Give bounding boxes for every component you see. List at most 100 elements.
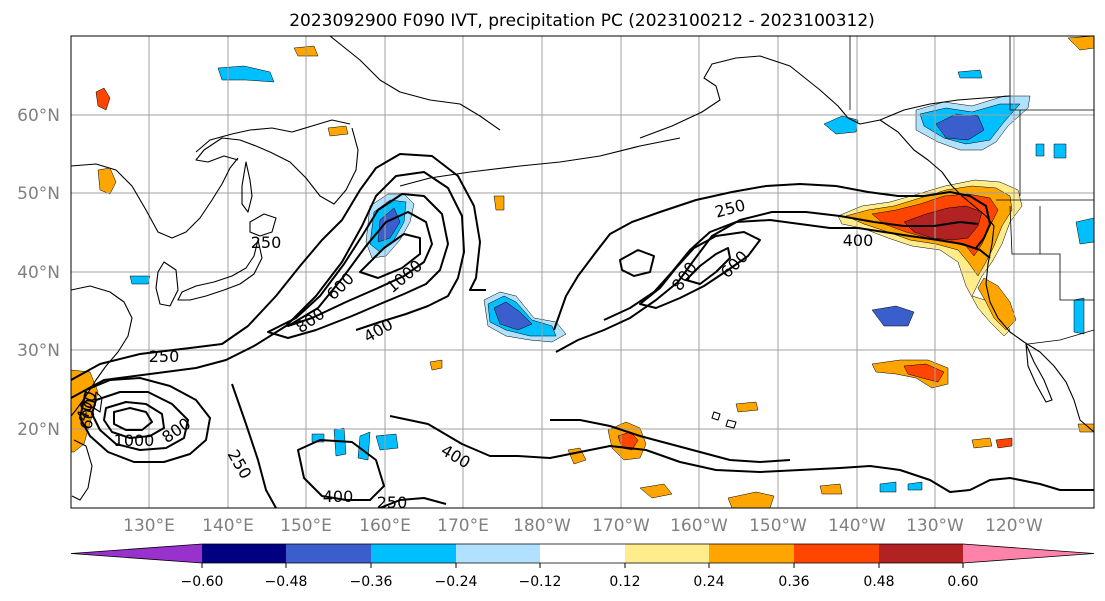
lon-label: 120°W bbox=[985, 516, 1043, 536]
pc-positive-subtropical-east-core bbox=[903, 363, 945, 383]
ivt-contour-800-west bbox=[287, 211, 433, 327]
colorbar-ticks bbox=[201, 563, 964, 568]
pc-negative-small-7 bbox=[1035, 143, 1045, 157]
lon-label: 150°E bbox=[280, 516, 332, 536]
pc-positive-pnw-max bbox=[903, 205, 983, 241]
ivt-contour-typhoon-core bbox=[113, 407, 153, 431]
colorbar-tick-label: 0.60 bbox=[947, 574, 978, 590]
colorbar-swatch bbox=[371, 544, 456, 563]
ivt-contour-typhoon-outer bbox=[79, 377, 211, 463]
colorbar-tick-label: 0.12 bbox=[609, 574, 640, 590]
coastline-russia-far-east bbox=[71, 157, 239, 239]
ivt-contour-400-east bbox=[555, 211, 979, 353]
ivt-contour-400-west bbox=[71, 171, 465, 399]
pc-positive-small-7 bbox=[995, 437, 1013, 449]
latitude-labels: 60°N 50°N 40°N 30°N 20°N bbox=[17, 106, 60, 440]
map-frame bbox=[70, 35, 1095, 509]
precipitation-pc-shading bbox=[71, 36, 1094, 508]
pc-negative-small-5 bbox=[957, 69, 983, 79]
contour-label: 400 bbox=[323, 487, 354, 506]
colorbar-tick-label: −0.48 bbox=[265, 574, 308, 590]
ivt-contour-400-south bbox=[297, 439, 385, 501]
lat-label: 40°N bbox=[17, 263, 60, 283]
pc-negative-small-4 bbox=[129, 275, 151, 285]
contour-label: 250 bbox=[377, 493, 408, 512]
coastline-honshu bbox=[177, 239, 263, 301]
ivt-contour-typhoon-mid bbox=[91, 391, 189, 451]
pc-negative-east-1 bbox=[871, 305, 915, 327]
contour-label: 1000 bbox=[114, 431, 155, 450]
lon-label: 160°W bbox=[670, 516, 728, 536]
lon-label: 180°W bbox=[513, 516, 571, 536]
border-us-mexico bbox=[1027, 329, 1094, 345]
colorbar-swatch bbox=[286, 544, 371, 563]
pc-negative-small-2 bbox=[357, 431, 371, 461]
political-borders bbox=[849, 36, 1094, 345]
border-canada-provinces bbox=[1009, 36, 1094, 196]
coastline-kamchatka bbox=[195, 127, 359, 205]
colorbar-tick-label: 0.48 bbox=[863, 574, 894, 590]
coastline-siberia-north bbox=[329, 36, 501, 131]
pc-negative-dateline-core bbox=[493, 301, 533, 331]
map-panel: 250 250 250 250 250 400 400 400 400 400 … bbox=[71, 36, 1094, 512]
pc-negative-kuroshio-core bbox=[377, 207, 401, 243]
pc-negative-small-3 bbox=[375, 433, 399, 451]
colorbar-tick-label: −0.36 bbox=[350, 574, 393, 590]
coastline-korea bbox=[155, 261, 179, 307]
ivt-contour-600-west bbox=[267, 193, 449, 339]
coastline-gulf-alaska bbox=[879, 95, 1011, 121]
contour-label: 400 bbox=[843, 231, 874, 250]
lon-label: 140°E bbox=[202, 516, 254, 536]
ivt-contour-250-subtropical bbox=[550, 419, 791, 463]
pc-negative-east-3 bbox=[1075, 217, 1094, 245]
coastline-okhotsk-north bbox=[195, 119, 351, 153]
lon-label: 140°W bbox=[828, 516, 886, 536]
colorbar-tick-label: −0.60 bbox=[181, 574, 224, 590]
colorbar-swatch bbox=[709, 544, 794, 563]
lat-label: 30°N bbox=[17, 341, 60, 361]
pc-positive-japan-sea bbox=[97, 167, 117, 195]
pc-negative-east-2 bbox=[1073, 297, 1085, 335]
ivt-contour-250-east bbox=[553, 183, 991, 331]
colorbar-tick-label: 0.36 bbox=[778, 574, 809, 590]
contour-label: 250 bbox=[149, 347, 180, 366]
colorbar-tick-labels: −0.60 −0.48 −0.36 −0.24 −0.12 0.12 0.24 … bbox=[181, 574, 979, 590]
pc-positive-small-11 bbox=[429, 359, 443, 371]
ivt-contour-250-west bbox=[71, 153, 486, 381]
colorbar-swatch bbox=[794, 544, 879, 563]
lat-label: 50°N bbox=[17, 184, 60, 204]
colorbar-swatch bbox=[71, 544, 202, 563]
pc-negative-bering bbox=[217, 65, 275, 83]
coastline-baja bbox=[1025, 343, 1053, 403]
border-us-states bbox=[1009, 205, 1094, 301]
pc-negative-small-6 bbox=[879, 481, 897, 493]
pc-negative-small-8 bbox=[1053, 143, 1067, 159]
ivt-contours bbox=[71, 153, 1094, 508]
ivt-contour-250-lowbottom bbox=[379, 497, 447, 508]
pc-negative-small-10 bbox=[907, 481, 923, 491]
colorbar: −0.60 −0.48 −0.36 −0.24 −0.12 0.12 0.24 … bbox=[70, 543, 1095, 590]
coastlines bbox=[71, 36, 1094, 501]
lon-label: 170°E bbox=[437, 516, 489, 536]
coastline-sakhalin bbox=[241, 161, 253, 213]
colorbar-swatch bbox=[540, 544, 625, 563]
contour-label: 250 bbox=[251, 233, 282, 252]
colorbar-tick-label: −0.24 bbox=[435, 574, 478, 590]
lon-label: 130°E bbox=[123, 516, 175, 536]
pc-positive-small-6 bbox=[971, 437, 993, 449]
pc-positive-small-2 bbox=[639, 483, 673, 499]
colorbar-swatch bbox=[963, 544, 1094, 563]
lon-label: 170°W bbox=[592, 516, 650, 536]
ivt-contour-250-loop bbox=[619, 249, 655, 277]
lat-label: 20°N bbox=[17, 420, 60, 440]
ivt-contour-800-east bbox=[639, 231, 761, 309]
pc-positive-hawaii-south bbox=[727, 491, 775, 508]
ivt-contour-400-dateline bbox=[389, 415, 1094, 493]
lat-label: 60°N bbox=[17, 106, 60, 126]
ivt-contour-250-south bbox=[231, 383, 277, 508]
lon-label: 150°W bbox=[749, 516, 807, 536]
colorbar-tick-label: 0.24 bbox=[693, 574, 724, 590]
figure-title: 2023092900 F090 IVT, precipitation PC (2… bbox=[289, 11, 875, 31]
colorbar-swatch bbox=[625, 544, 709, 563]
